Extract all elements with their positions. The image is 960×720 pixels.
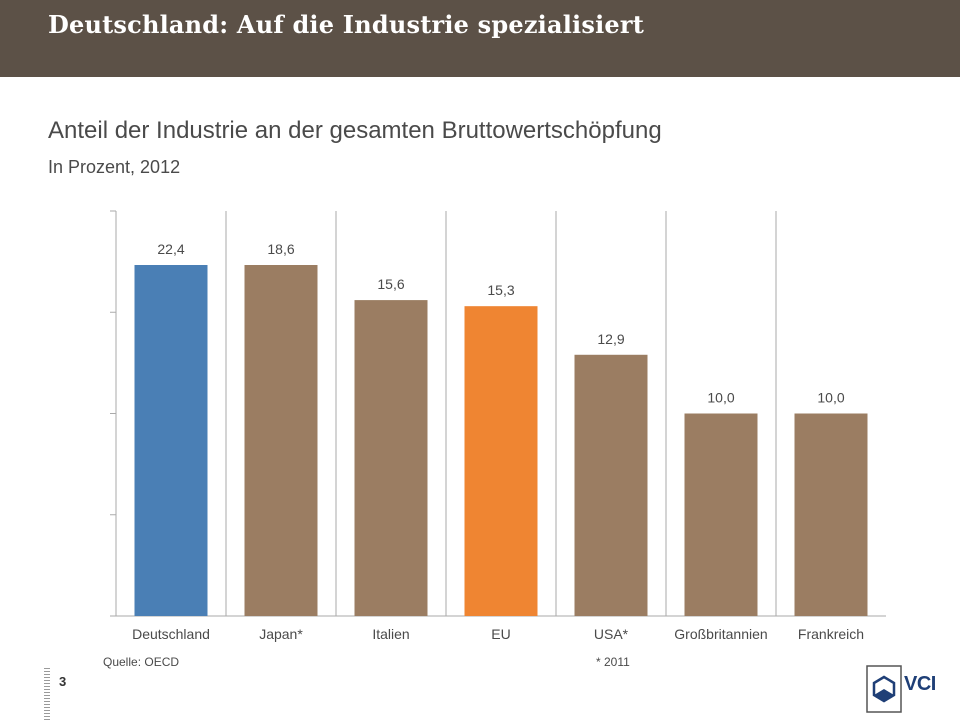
- bar-value-label: 22,4: [157, 241, 184, 257]
- bar-value-label: 18,6: [267, 241, 294, 257]
- bar-2: [244, 265, 318, 616]
- bar-value-label: 12,9: [597, 331, 624, 347]
- source-note: Quelle: OECD: [103, 655, 180, 669]
- bar-4: [464, 306, 538, 616]
- page-number: 3: [59, 674, 67, 689]
- bar-value-label: 10,0: [817, 390, 844, 406]
- category-label: Japan*: [259, 626, 303, 642]
- header-banner: Deutschland: Auf die Industrie spezialis…: [0, 0, 960, 77]
- page-ruler-decoration: [44, 668, 50, 720]
- bar-6: [684, 413, 758, 616]
- footnote: * 2011: [596, 655, 630, 669]
- category-label: USA*: [594, 626, 629, 642]
- category-label: Deutschland: [132, 626, 210, 642]
- chart-title: Anteil der Industrie an der gesamten Bru…: [48, 117, 662, 144]
- category-label: Großbritannien: [674, 626, 767, 642]
- bar-5: [574, 354, 648, 616]
- vci-logo-text: VCI: [904, 673, 936, 695]
- bar-value-label: 15,6: [377, 276, 404, 292]
- slide-title: Deutschland: Auf die Industrie spezialis…: [48, 10, 644, 39]
- bar-1: [134, 265, 208, 616]
- chart-subtitle: In Prozent, 2012: [48, 157, 181, 177]
- bar-chart: 22,4 Deutschland 18,6 Japan* 15,6 Italien 15,3…: [110, 210, 886, 642]
- category-label: Italien: [372, 626, 409, 642]
- bar-7: [794, 413, 868, 616]
- bar-value-label: 15,3: [487, 282, 514, 298]
- bar-3: [354, 300, 428, 616]
- category-label: EU: [491, 626, 510, 642]
- vci-logo: VCI: [866, 665, 940, 713]
- category-label: Frankreich: [798, 626, 864, 642]
- bar-value-label: 10,0: [707, 390, 734, 406]
- vci-logo-icon: [866, 665, 902, 713]
